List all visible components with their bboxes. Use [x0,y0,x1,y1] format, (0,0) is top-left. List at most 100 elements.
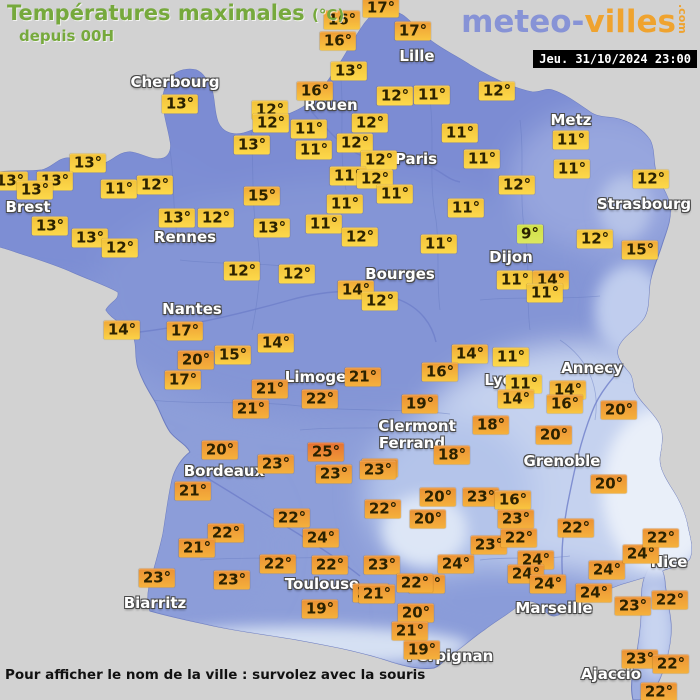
temp-label[interactable]: 11° [553,159,591,179]
temp-label[interactable]: 21° [232,399,270,419]
temp-label[interactable]: 19° [301,599,339,619]
temp-label[interactable]: 13° [233,135,271,155]
temp-label[interactable]: 23° [497,509,535,529]
temp-label[interactable]: 13° [69,153,107,173]
temp-label[interactable]: 17° [362,0,400,18]
temp-label[interactable]: 11° [441,123,479,143]
temp-label[interactable]: 24° [302,528,340,548]
temp-label[interactable]: 22° [273,508,311,528]
temp-label[interactable]: 22° [642,528,680,548]
temp-label[interactable]: 12° [478,81,516,101]
temp-label[interactable]: 14° [103,320,141,340]
temp-label[interactable]: 23° [138,568,176,588]
temp-label[interactable]: 15° [621,240,659,260]
temp-label[interactable]: 13° [330,61,368,81]
temp-label[interactable]: 11° [290,119,328,139]
temp-label[interactable]: 13° [161,94,199,114]
temp-label[interactable]: 16° [323,10,361,30]
temp-label[interactable]: 20° [397,603,435,623]
temp-label[interactable]: 11° [100,179,138,199]
meteo-villes-logo[interactable]: meteo-villes.com [461,4,689,40]
temp-label[interactable]: 11° [463,149,501,169]
temp-label[interactable]: 14° [497,389,535,409]
temp-label[interactable]: 11° [305,214,343,234]
temp-label[interactable]: 20° [535,425,573,445]
temp-label[interactable]: 12° [252,113,290,133]
temp-label[interactable]: 24° [588,560,626,580]
temp-label[interactable]: 21° [358,584,396,604]
temp-label[interactable]: 24° [529,574,567,594]
temp-label[interactable]: 18° [433,445,471,465]
temp-label[interactable]: 20° [419,487,457,507]
temp-label[interactable]: 20° [409,509,447,529]
temp-label[interactable]: 24° [622,544,660,564]
temp-label[interactable]: 17° [394,21,432,41]
temp-label[interactable]: 23° [257,454,295,474]
temp-label[interactable]: 12° [223,261,261,281]
temp-label[interactable]: 16° [494,490,532,510]
temp-label[interactable]: 22° [651,590,689,610]
temp-label[interactable]: 22° [364,499,402,519]
temp-label[interactable]: 15° [243,186,281,206]
temp-label[interactable]: 24° [437,554,475,574]
temp-label[interactable]: 22° [652,654,690,674]
temp-label[interactable]: 15° [214,345,252,365]
temp-label[interactable]: 22° [396,573,434,593]
temp-label[interactable]: 11° [505,374,543,394]
temp-label[interactable]: 11° [420,234,458,254]
temp-label[interactable]: 21° [391,621,429,641]
temp-label[interactable]: 11° [496,270,534,290]
temp-label[interactable]: 12° [278,264,316,284]
temp-label[interactable]: 23° [462,487,500,507]
temp-label[interactable]: 9° [517,224,543,244]
temp-label[interactable]: 19° [403,640,441,660]
temp-label[interactable]: 22° [557,518,595,538]
temp-label[interactable]: 19° [401,394,439,414]
temp-label[interactable]: 17° [166,321,204,341]
temp-label[interactable]: 17° [164,370,202,390]
temp-label[interactable]: 21° [344,367,382,387]
temp-label[interactable]: 12° [356,169,394,189]
temp-label[interactable]: 13° [158,208,196,228]
temp-label[interactable]: 22° [207,523,245,543]
temp-label[interactable]: 11° [526,283,564,303]
temp-label[interactable]: 20° [590,474,628,494]
temp-label[interactable]: 20° [177,350,215,370]
temp-label[interactable]: 21° [178,538,216,558]
temp-label[interactable]: 13° [71,228,109,248]
temp-label[interactable]: 21° [251,379,289,399]
temp-label[interactable]: 16° [296,81,334,101]
temp-label[interactable]: 16° [319,31,357,51]
temp-label[interactable]: 25° [307,442,345,462]
temp-label[interactable]: 12° [341,227,379,247]
temp-label[interactable]: 22° [640,682,678,700]
temp-label[interactable]: 11° [326,194,364,214]
temp-label[interactable]: 22° [500,528,538,548]
temp-label[interactable]: 12° [498,175,536,195]
temp-label[interactable]: 22° [311,555,349,575]
temp-label[interactable]: 11° [376,184,414,204]
temp-label[interactable]: 18° [472,415,510,435]
temp-label[interactable]: 20° [600,400,638,420]
temp-label[interactable]: 12° [361,291,399,311]
temp-label[interactable]: 13° [31,216,69,236]
temp-label[interactable]: 14° [451,344,489,364]
temp-label[interactable]: 12° [336,133,374,153]
temp-label[interactable]: 23° [359,460,397,480]
temp-label[interactable]: 11° [413,85,451,105]
temp-label[interactable]: 12° [197,208,235,228]
temp-label[interactable]: 23° [621,649,659,669]
temp-label[interactable]: 20° [201,440,239,460]
temp-label[interactable]: 13° [253,218,291,238]
temp-label[interactable]: 16° [421,362,459,382]
temp-label[interactable]: 11° [492,347,530,367]
temp-label[interactable]: 13° [16,180,54,200]
temp-label[interactable]: 12° [101,238,139,258]
temp-label[interactable]: 23° [614,596,652,616]
temp-label[interactable]: 11° [295,140,333,160]
temp-label[interactable]: 23° [213,570,251,590]
temp-label[interactable]: 11° [447,198,485,218]
temp-label[interactable]: 21° [174,481,212,501]
temp-label[interactable]: 23° [363,555,401,575]
temp-label[interactable]: 12° [376,86,414,106]
